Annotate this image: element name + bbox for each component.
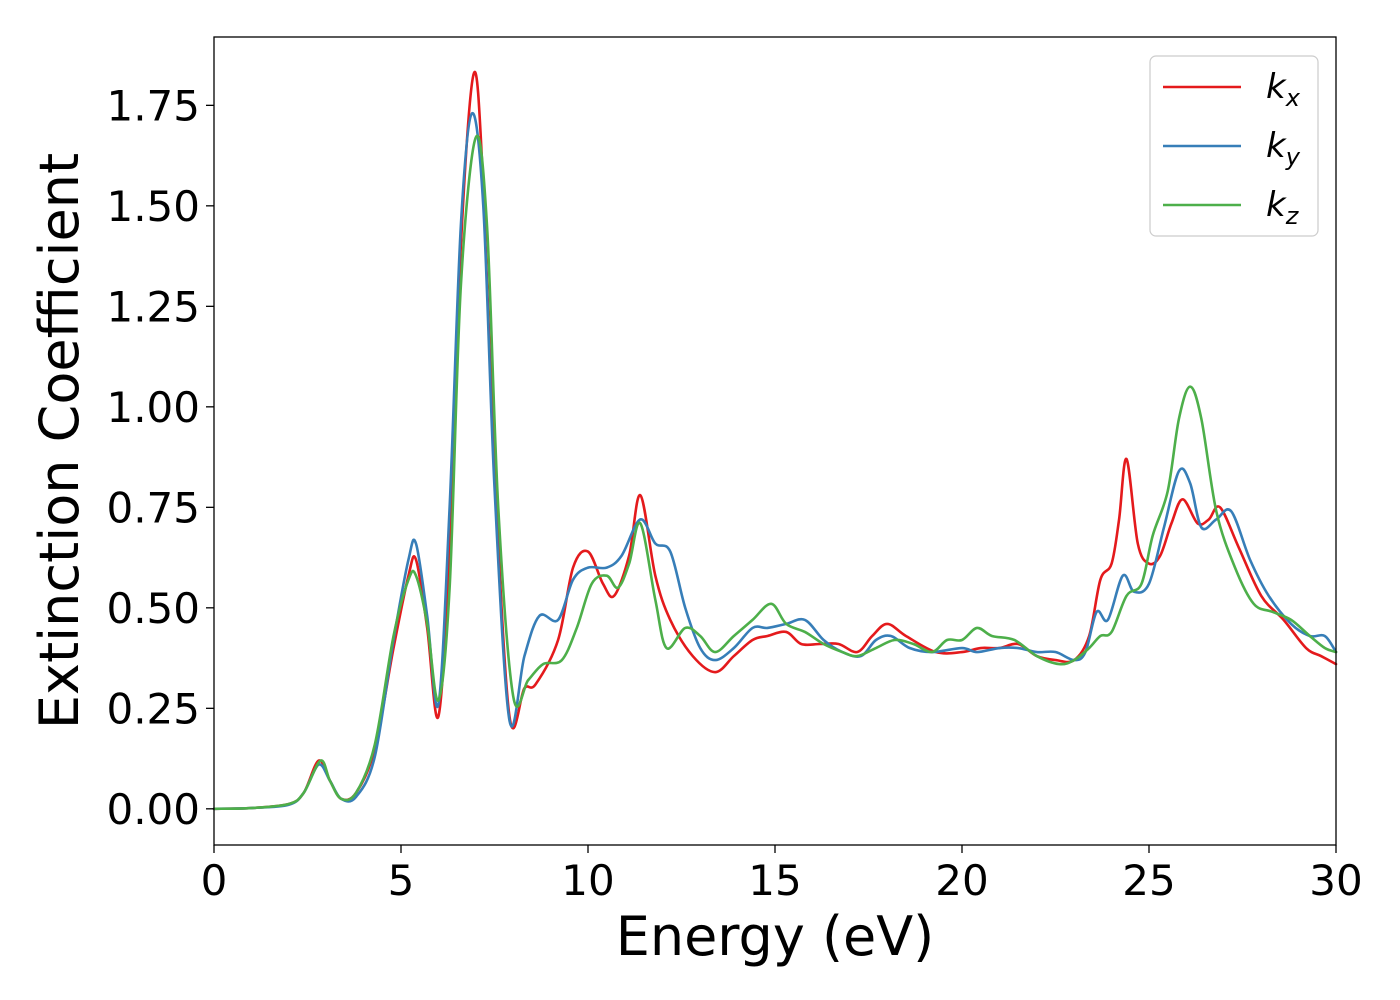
series-line-ky: [212, 112, 1338, 811]
x-tick-label: 0: [201, 856, 228, 905]
x-tick-label: 20: [935, 856, 988, 905]
y-axis: 0.00 0.25 0.50 0.75 1.00 1.25 1.50 1.75: [106, 81, 214, 834]
y-tick-label: 1.25: [106, 282, 200, 331]
y-tick-label: 0.50: [106, 584, 200, 633]
x-tick-label: 25: [1122, 856, 1175, 905]
plot-background: [214, 37, 1336, 845]
x-tick-label: 5: [388, 856, 415, 905]
series-line-kz: [212, 134, 1338, 811]
legend-label-kx: kx: [1266, 67, 1301, 112]
x-tick-label: 10: [561, 856, 614, 905]
y-tick-label: 1.00: [106, 383, 200, 432]
y-axis-title: Extinction Coefficient: [28, 153, 91, 729]
x-axis-title: Energy (eV): [616, 905, 935, 968]
legend: kx ky kz: [1149, 55, 1319, 237]
legend-label-ky: ky: [1266, 126, 1301, 171]
y-tick-label: 1.50: [106, 182, 200, 231]
y-tick-label: 1.75: [106, 81, 200, 130]
x-tick-label: 30: [1309, 856, 1362, 905]
series-layer: [212, 70, 1338, 811]
y-tick-label: 0.00: [106, 785, 200, 834]
y-tick-label: 0.25: [106, 684, 200, 733]
x-tick-label: 15: [748, 856, 801, 905]
x-axis: 0 5 10 15 20 25 30: [201, 845, 1363, 905]
legend-label-kz: kz: [1266, 185, 1300, 230]
y-tick-label: 0.75: [106, 483, 200, 532]
